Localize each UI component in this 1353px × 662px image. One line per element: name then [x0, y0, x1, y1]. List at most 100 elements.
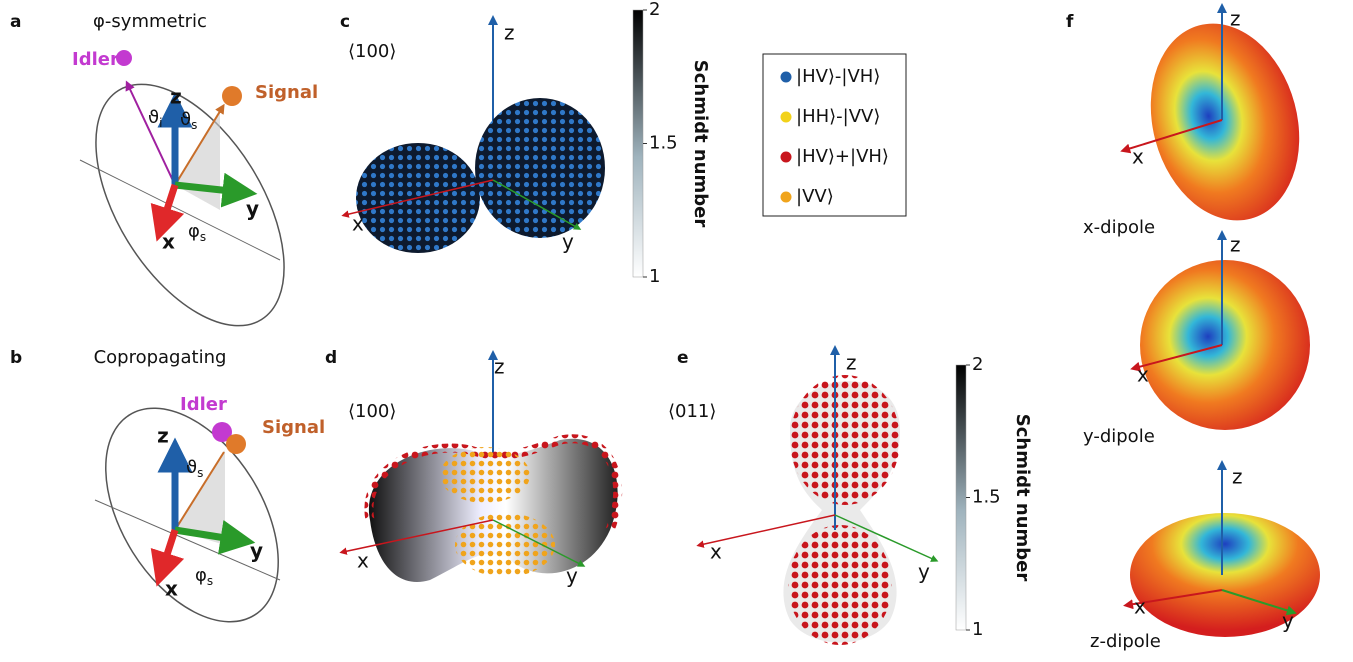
colorbar-tick-label: 1 — [649, 266, 660, 287]
axis-label: x — [710, 540, 722, 564]
signal-ray — [174, 103, 225, 186]
legend-label: |HV⟩+|VH⟩ — [796, 146, 889, 167]
x-axis — [1130, 344, 1223, 372]
dipole-label: y-dipole — [1083, 426, 1155, 447]
panel-c: c ⟨100⟩ z x y — [340, 12, 605, 254]
angle-sub: s — [200, 230, 206, 244]
plane-line — [94, 499, 281, 581]
axis-label: y — [566, 564, 578, 588]
y-axis — [1221, 589, 1297, 616]
angle-label: φs — [195, 565, 213, 588]
panel-label: b — [10, 348, 22, 368]
axis-label: z — [1230, 7, 1241, 31]
axis-label: z — [1230, 233, 1241, 257]
y-axis — [174, 172, 258, 208]
x-axis — [339, 519, 494, 555]
surface — [368, 438, 618, 582]
legend-marker — [780, 191, 792, 203]
colorbar-tick-label: 1 — [972, 619, 983, 640]
legend-marker — [780, 111, 792, 123]
angle-label: ϑs — [180, 109, 197, 132]
panel-title: φ-symmetric — [93, 11, 207, 32]
signal-label: Signal — [255, 82, 318, 103]
x-axis — [150, 528, 185, 587]
axis-label: x — [1134, 595, 1146, 619]
signal-icon — [222, 86, 242, 106]
angle-symbol: ϑ — [148, 107, 159, 128]
panel-b: b Copropagating Idler Signal z y x ϑs φs — [10, 347, 325, 623]
signal-ray — [174, 451, 225, 531]
dipole-surface — [1150, 23, 1300, 221]
idler-ray — [125, 80, 176, 186]
orientation: ⟨011⟩ — [668, 401, 716, 422]
y-axis — [834, 514, 939, 562]
angle-label: ϑi — [148, 107, 163, 130]
y-axis — [174, 519, 256, 555]
legend-label: |HV⟩-|VH⟩ — [796, 66, 880, 87]
panel-label: d — [325, 348, 337, 368]
plane-ellipse — [95, 83, 285, 327]
y-axis — [492, 519, 586, 567]
axis-label: z — [504, 21, 515, 45]
panel-f: f z x x-dipole z x y-dipole z x y z-dipo… — [1066, 3, 1320, 652]
x-axis — [341, 179, 494, 218]
idler-label: Idler — [180, 394, 227, 415]
idler-icon — [116, 50, 132, 66]
angle-sub: s — [191, 118, 197, 132]
colorbar-label: Schmidt number — [1012, 414, 1033, 582]
signal-label: Signal — [262, 417, 325, 438]
signal-icon — [226, 434, 246, 454]
yellow-dots — [440, 447, 530, 503]
axis-label: y — [1282, 609, 1294, 633]
axis-label: y — [918, 560, 930, 584]
colorbar-tick-label: 2 — [649, 0, 660, 20]
axis-label: z — [157, 424, 169, 448]
x-axis — [696, 514, 836, 548]
angle-symbol: ϑ — [186, 457, 197, 478]
lobe — [475, 98, 605, 238]
axis-label: z — [1232, 465, 1243, 489]
angle-sub: s — [197, 466, 203, 480]
angle-symbol: φ — [188, 221, 200, 242]
panel-label: e — [677, 348, 689, 368]
angle-symbol: ϑ — [180, 109, 191, 130]
orientation: ⟨100⟩ — [348, 41, 396, 62]
axis-label: z — [494, 355, 505, 379]
panel-e: e ⟨011⟩ z x y — [668, 345, 939, 645]
axis-label: x — [352, 212, 364, 236]
colorbar-tick-label: 1.5 — [649, 133, 678, 154]
plane-ellipse — [105, 407, 279, 623]
axis-label: x — [1137, 363, 1149, 387]
legend-label: |VV⟩ — [796, 186, 834, 207]
panel-title: Copropagating — [94, 347, 227, 368]
angle-label: φs — [188, 221, 206, 244]
angle-symbol: φ — [195, 565, 207, 586]
axis-label: z — [170, 85, 182, 109]
red-dots — [788, 525, 892, 645]
yellow-dots — [455, 513, 555, 577]
colorbar-label: Schmidt number — [690, 60, 711, 228]
colorbar — [632, 9, 644, 278]
axis-label: y — [250, 539, 263, 563]
axis-label: y — [246, 197, 259, 221]
axis-label: x — [1132, 145, 1144, 169]
dipole-label: z-dipole — [1090, 631, 1161, 652]
colorbars: 1 1.5 2 Schmidt number 1 1.5 2 Schmidt number — [632, 0, 1033, 640]
axis-label: z — [846, 351, 857, 375]
panel-label: f — [1066, 12, 1074, 32]
legend: |HV⟩-|VH⟩ |HH⟩-|VV⟩ |HV⟩+|VH⟩ |VV⟩ — [780, 66, 889, 207]
panel-label: a — [10, 12, 21, 32]
red-dots — [790, 375, 900, 505]
y-axis — [492, 179, 582, 230]
angle-sub: i — [159, 116, 162, 130]
colorbar — [955, 364, 967, 631]
angle-sub: s — [207, 574, 213, 588]
dipole-surface — [1140, 260, 1310, 430]
colorbar-tick-label: 2 — [972, 354, 983, 375]
axis-label: y — [562, 230, 574, 254]
orientation: ⟨100⟩ — [348, 401, 396, 422]
x-axis — [1120, 119, 1223, 154]
idler-icon — [212, 422, 232, 442]
panel-a: a φ-symmetric Idler Signal z y x ϑi ϑs φ… — [10, 11, 318, 327]
